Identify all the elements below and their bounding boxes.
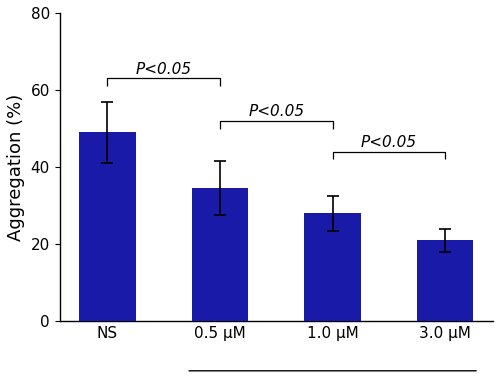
Text: P<0.05: P<0.05 — [248, 104, 304, 119]
Text: P<0.05: P<0.05 — [361, 135, 417, 150]
Bar — [80, 132, 136, 321]
Text: P<0.05: P<0.05 — [136, 62, 192, 76]
Y-axis label: Aggregation (%): Aggregation (%) — [7, 94, 25, 241]
Bar — [417, 240, 474, 321]
Bar — [192, 189, 248, 321]
Bar — [304, 214, 361, 321]
